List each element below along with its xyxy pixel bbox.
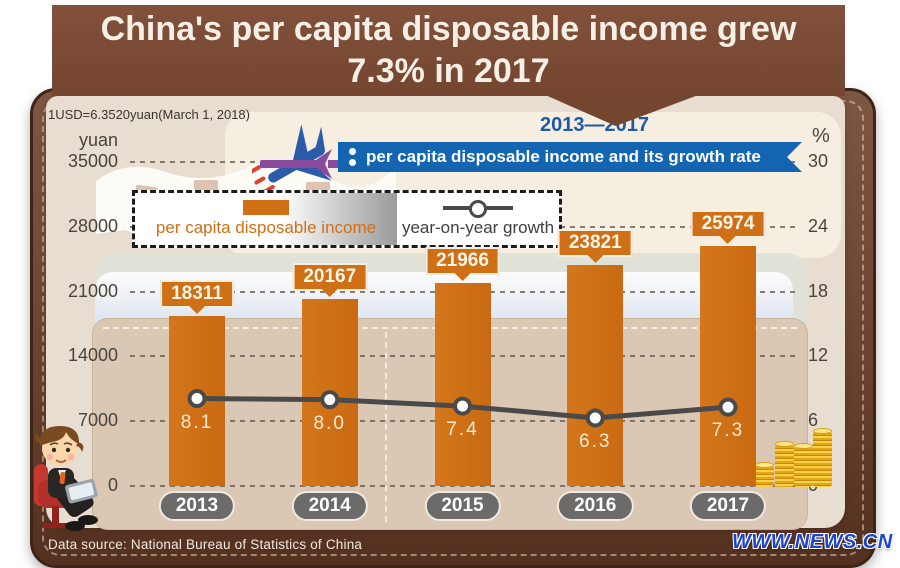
coin-stack — [755, 462, 774, 487]
growth-value-label: 7.3 — [711, 420, 745, 442]
income-bar — [434, 282, 491, 486]
bar-value-tag: 25974 — [690, 209, 766, 238]
title-banner: China's per capita disposable income gre… — [52, 5, 845, 96]
pocket-stitch-line — [385, 332, 387, 522]
legend-box: per capita disposable income year-on-yea… — [132, 190, 562, 248]
news-website-link[interactable]: www.news.cn — [732, 531, 893, 553]
left-axis-tick: 21000 — [67, 280, 118, 301]
legend-item-growth: year-on-year growth — [397, 193, 559, 245]
left-axis-tick: 35000 — [67, 151, 118, 171]
reader-character-illustration — [34, 426, 98, 531]
legend-item-income: per capita disposable income — [135, 193, 397, 245]
left-axis-tick: 7000 — [77, 410, 118, 431]
line-marker-icon — [443, 200, 513, 218]
growth-value-label: 8.0 — [313, 412, 346, 434]
income-bar — [301, 299, 358, 486]
year-label: 2016 — [557, 491, 634, 521]
exchange-rate-note: 1USD=6.3520yuan(March 1, 2018) — [48, 107, 250, 122]
right-axis-tick: 12 — [808, 345, 829, 366]
year-label: 2013 — [158, 491, 236, 521]
right-axis-tick: 24 — [808, 215, 829, 236]
coin-stack — [794, 443, 813, 487]
bar-value-tag: 21966 — [425, 246, 500, 275]
subtitle-ribbon: per capita disposable income and its gro… — [338, 142, 802, 172]
growth-value-label: 8.1 — [180, 411, 214, 433]
income-bar — [567, 265, 624, 486]
title-line-2: 7.3% in 2017 — [347, 52, 550, 90]
bar-value-tag: 23821 — [557, 229, 633, 258]
data-source-note: Data source: National Bureau of Statisti… — [48, 537, 363, 552]
income-bar — [169, 316, 225, 486]
right-axis-tick: 6 — [808, 410, 819, 431]
gold-coins-icon — [753, 428, 835, 487]
coin-stack — [813, 428, 832, 487]
year-label: 2014 — [291, 491, 368, 521]
bar-swatch-icon — [243, 200, 289, 215]
right-axis-tick: 30 — [808, 151, 829, 171]
growth-value-label: 6.3 — [579, 430, 612, 452]
right-axis-tick: 18 — [808, 280, 829, 301]
legend-line-label: year-on-year growth — [401, 218, 555, 237]
right-axis-unit: % — [812, 125, 830, 147]
coin-stack — [775, 441, 794, 487]
left-axis-unit: yuan — [78, 130, 118, 150]
bar-value-tag: 20167 — [292, 263, 368, 292]
left-axis-tick: 0 — [107, 475, 118, 495]
left-axis-tick: 28000 — [67, 215, 118, 236]
legend-bar-label: per capita disposable income — [155, 218, 377, 237]
gridline — [130, 485, 800, 487]
year-label: 2017 — [689, 491, 767, 521]
year-label: 2015 — [424, 491, 501, 521]
bar-value-tag: 18311 — [160, 280, 234, 309]
growth-value-label: 7.4 — [446, 419, 479, 441]
left-axis-tick: 14000 — [67, 345, 118, 366]
title-line-1: China's per capita disposable income gre… — [100, 10, 797, 48]
income-bar — [700, 245, 756, 486]
